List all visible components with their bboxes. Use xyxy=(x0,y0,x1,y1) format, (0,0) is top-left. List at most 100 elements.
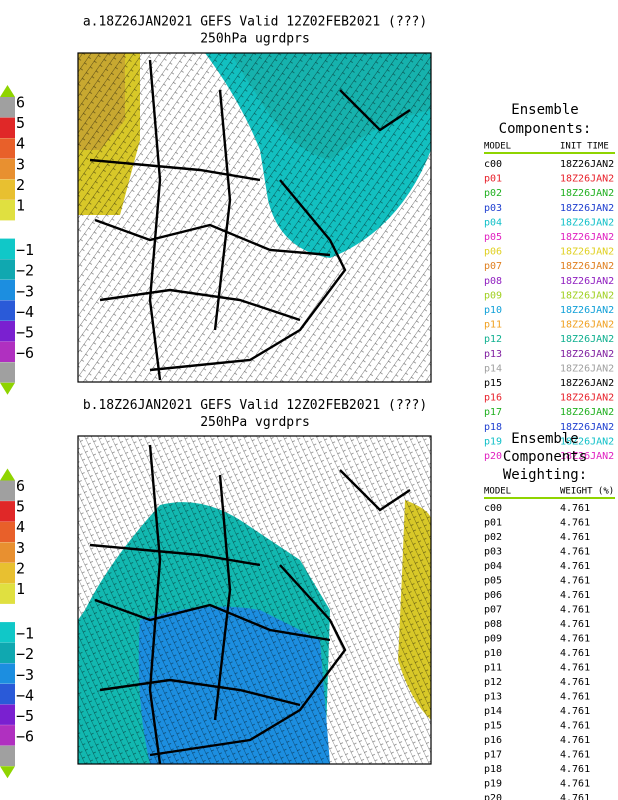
colorbar-arrow xyxy=(0,85,15,97)
colorbar-label: −2 xyxy=(16,645,34,663)
init-time: 18Z26JAN2 xyxy=(560,378,614,389)
table-title: Ensemble xyxy=(511,431,578,447)
model-name: c00 xyxy=(484,503,502,514)
column-header: INIT TIME xyxy=(560,142,609,152)
colorbar-segment xyxy=(0,683,15,705)
model-name: p08 xyxy=(484,619,502,630)
colorbar-label: 6 xyxy=(16,94,25,112)
colorbar-arrow xyxy=(0,382,15,395)
colorbar-segment xyxy=(0,663,15,684)
model-name: p11 xyxy=(484,663,502,674)
init-time: 18Z26JAN2 xyxy=(560,290,614,301)
colorbar-label: −6 xyxy=(16,728,34,746)
model-name: p19 xyxy=(484,436,502,447)
colorbar-segment xyxy=(0,279,15,301)
colorbar-segment xyxy=(0,583,15,604)
model-name: p06 xyxy=(484,590,502,601)
map-b xyxy=(78,436,431,764)
colorbar-segment xyxy=(0,725,15,746)
column-header: WEIGHT (%) xyxy=(560,487,614,497)
colorbar-segment xyxy=(0,179,15,200)
init-time: 18Z26JAN2 xyxy=(560,203,614,214)
colorbar-segment xyxy=(0,622,15,643)
model-name: p04 xyxy=(484,561,502,572)
model-name: p20 xyxy=(484,793,502,800)
colorbar-segment xyxy=(0,341,15,362)
colorbar-label: −6 xyxy=(16,344,34,362)
model-name: p03 xyxy=(484,203,502,214)
panel-subtitle: 250hPa ugrdprs xyxy=(200,32,310,47)
model-name: p15 xyxy=(484,721,502,732)
model-name: p02 xyxy=(484,188,502,199)
colorbar-label: −4 xyxy=(16,303,34,321)
colorbar-segment xyxy=(0,542,15,563)
colorbar-label: 2 xyxy=(16,559,25,577)
weight-value: 4.761 xyxy=(560,634,590,645)
weight-value: 4.761 xyxy=(560,750,590,761)
colorbar-segment xyxy=(0,138,15,159)
column-header: MODEL xyxy=(484,142,511,152)
colorbar-segment xyxy=(0,117,15,138)
init-time: 18Z26JAN2 xyxy=(560,334,614,345)
model-name: p06 xyxy=(484,247,502,258)
model-name: p14 xyxy=(484,363,502,374)
model-name: p12 xyxy=(484,677,502,688)
model-name: p18 xyxy=(484,764,502,775)
model-name: p05 xyxy=(484,576,502,587)
colorbar-segment xyxy=(0,642,15,664)
weight-value: 4.761 xyxy=(560,779,590,790)
colorbar-segment xyxy=(0,562,15,584)
weight-value: 4.761 xyxy=(560,605,590,616)
colorbar-label: 4 xyxy=(16,518,25,536)
model-name: p07 xyxy=(484,605,502,616)
colorbar-segment xyxy=(0,238,15,259)
weight-value: 4.761 xyxy=(560,547,590,558)
model-name: p17 xyxy=(484,750,502,761)
colorbar-label: −5 xyxy=(16,707,34,725)
colorbar-label: −5 xyxy=(16,324,34,342)
model-name: p10 xyxy=(484,648,502,659)
colorbar-segment xyxy=(0,158,15,180)
colorbar-label: 5 xyxy=(16,498,25,516)
weight-value: 4.761 xyxy=(560,764,590,775)
model-name: c00 xyxy=(484,159,502,170)
colorbar-segment xyxy=(0,97,15,118)
weight-value: 4.761 xyxy=(560,663,590,674)
colorbar-label: 3 xyxy=(16,539,25,557)
init-time: 18Z26JAN2 xyxy=(560,393,614,404)
init-time: 18Z26JAN2 xyxy=(560,247,614,258)
model-name: p03 xyxy=(484,547,502,558)
weight-value: 4.761 xyxy=(560,706,590,717)
init-time: 18Z26JAN2 xyxy=(560,174,614,185)
init-time: 18Z26JAN2 xyxy=(560,159,614,170)
colorbar-label: −2 xyxy=(16,262,34,280)
table-title: Ensemble xyxy=(511,102,578,118)
init-time: 18Z26JAN2 xyxy=(560,276,614,287)
model-name: p13 xyxy=(484,692,502,703)
init-time: 18Z26JAN2 xyxy=(560,422,614,433)
model-name: p12 xyxy=(484,334,502,345)
colorbar-segment xyxy=(0,200,15,221)
weight-value: 4.761 xyxy=(560,576,590,587)
model-name: p18 xyxy=(484,422,502,433)
weight-value: 4.761 xyxy=(560,692,590,703)
colorbar-label: −3 xyxy=(16,666,34,684)
model-name: p02 xyxy=(484,532,502,543)
colorbar-label: 1 xyxy=(16,197,25,215)
init-time: 18Z26JAN2 xyxy=(560,232,614,243)
model-name: p11 xyxy=(484,320,502,331)
weight-value: 4.761 xyxy=(560,503,590,514)
weight-value: 4.761 xyxy=(560,590,590,601)
init-time: 18Z26JAN2 xyxy=(560,305,614,316)
model-name: p01 xyxy=(484,518,502,529)
init-time: 18Z26JAN2 xyxy=(560,349,614,360)
weight-value: 4.761 xyxy=(560,721,590,732)
model-name: p19 xyxy=(484,779,502,790)
model-name: p07 xyxy=(484,261,502,272)
init-time: 18Z26JAN2 xyxy=(560,436,614,447)
colorbar-label: −3 xyxy=(16,282,34,300)
model-name: p17 xyxy=(484,407,502,418)
init-time: 18Z26JAN2 xyxy=(560,261,614,272)
model-name: p01 xyxy=(484,174,502,185)
